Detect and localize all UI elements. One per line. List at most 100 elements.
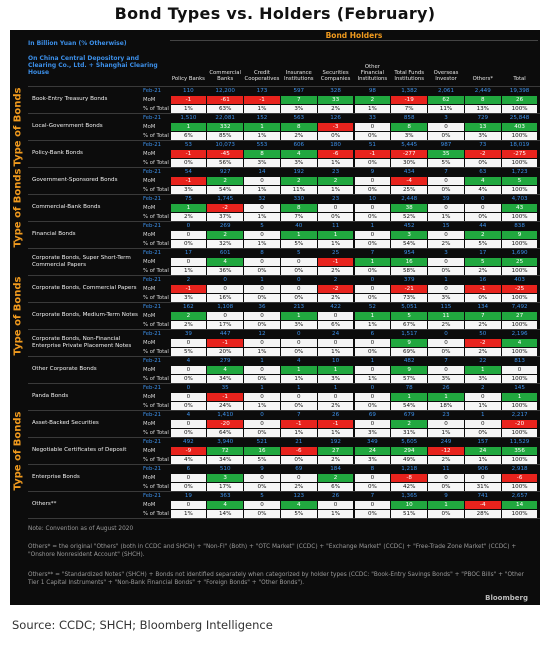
table-cell: 0 [354, 393, 391, 401]
row-label: MoM [143, 474, 156, 481]
table-cell: 4% [170, 456, 207, 464]
table-cell: 0% [354, 159, 391, 167]
bond-separator [28, 302, 540, 303]
table-cell: 24 [332, 331, 340, 337]
table-cell: 294 [391, 447, 428, 455]
bond-name: Others** [32, 501, 57, 508]
table-cell: 0 [297, 277, 301, 283]
table-cell: -1 [207, 339, 244, 347]
table-cell: 0% [280, 294, 317, 302]
table-cell: 330 [293, 196, 305, 202]
table-cell: 7 [444, 169, 448, 175]
table-cell: 2% [170, 213, 207, 221]
row-label: MoM [143, 123, 156, 130]
table-cell: 67% [391, 321, 428, 329]
bond-name: Local-Government Bonds [32, 123, 103, 130]
table-cell: 18,019 [509, 142, 530, 148]
table-cell: 0% [464, 159, 501, 167]
table-cell: 98 [368, 88, 376, 94]
table-cell: 2,061 [437, 88, 454, 94]
table-cell: 2,918 [511, 466, 528, 472]
row-label: MoM [143, 177, 156, 184]
table-cell: 7 [297, 412, 301, 418]
table-cell: 1 [317, 366, 354, 374]
table-cell: 0 [428, 177, 464, 185]
table-cell: 100% [501, 348, 538, 356]
table-cell: -61 [207, 96, 244, 104]
table-cell: 9 [391, 339, 428, 347]
table-cell: 9 [260, 466, 264, 472]
table-cell: 34% [207, 456, 244, 464]
table-cell: 3 [391, 231, 428, 239]
table-cell: 51% [391, 510, 428, 518]
table-cell: 25,848 [509, 115, 530, 121]
table-cell: 0% [354, 132, 391, 140]
bond-separator [28, 383, 540, 384]
table-cell: -1 [170, 96, 207, 104]
bond-separator [28, 464, 540, 465]
table-cell: 8 [280, 123, 317, 131]
table-cell: 2,448 [401, 196, 418, 202]
table-cell: 35 [428, 150, 464, 158]
table-cell: 858 [403, 115, 415, 121]
table-cell: 37% [207, 213, 244, 221]
table-cell: 434 [403, 169, 415, 175]
title: Bond Types vs. Holders (February) [114, 4, 436, 23]
table-cell: 69% [391, 348, 428, 356]
table-cell: 9 [444, 493, 448, 499]
table-cell: 0 [244, 231, 280, 239]
table-cell: 2,449 [474, 88, 491, 94]
table-cell: 0 [244, 420, 280, 428]
table-cell: 422 [330, 304, 341, 310]
table-cell: 906 [477, 466, 489, 472]
column-header: Overseas Investor [433, 70, 459, 82]
table-cell: 8 [280, 204, 317, 212]
side-label: Type of Bonds [12, 87, 23, 166]
bond-separator [28, 356, 540, 357]
table-cell: 24 [354, 447, 391, 455]
table-cell: 3% [391, 132, 428, 140]
table-cell: 6 [186, 466, 191, 472]
table-cell: 5 [391, 312, 428, 320]
table-cell: 54% [207, 186, 244, 194]
bond-name: Policy-Bank Bonds [32, 150, 83, 157]
note: Others* = the original "Others" (both in… [28, 544, 517, 558]
table-cell: 0% [170, 402, 207, 410]
row-label: % of Total [143, 375, 169, 382]
table-cell: 601 [219, 250, 231, 256]
bond-separator [28, 491, 540, 492]
table-cell: 0 [244, 177, 280, 185]
table-cell: 3% [244, 159, 280, 167]
table-cell: 2% [428, 321, 464, 329]
table-cell: 100% [501, 132, 538, 140]
table-cell: 0 [280, 393, 317, 401]
table-cell: 1% [170, 510, 207, 518]
table-cell: 1 [464, 366, 501, 374]
table-cell: 100% [501, 483, 538, 491]
table-cell: 0% [354, 240, 391, 248]
bond-separator [28, 167, 540, 168]
table-cell: 0 [354, 501, 391, 509]
table-cell: 11,529 [509, 439, 530, 445]
table-cell: 100% [501, 159, 538, 167]
table-cell: 1 [333, 385, 338, 391]
table-cell: 0 [244, 474, 280, 482]
table-cell: 27 [501, 312, 538, 320]
table-cell: 5 [501, 177, 538, 185]
row-label: MoM [143, 150, 156, 157]
row-label: % of Total [143, 348, 169, 355]
table-cell: 0 [317, 393, 354, 401]
table-cell: 2% [280, 483, 317, 491]
table-cell: 21 [295, 439, 303, 445]
table-cell: 9 [391, 366, 428, 374]
note: Note: Convention as of August 2020 [28, 526, 134, 532]
table-cell: 157 [477, 439, 489, 445]
table-cell: 5 [260, 223, 264, 229]
row-label: % of Total [143, 429, 169, 436]
table-cell: 0 [280, 258, 317, 266]
table-cell: 1 [481, 412, 485, 418]
table-cell: 100% [501, 213, 538, 221]
table-cell: 17% [207, 321, 244, 329]
table-cell: 510 [219, 466, 231, 472]
table-cell: 356 [501, 447, 538, 455]
